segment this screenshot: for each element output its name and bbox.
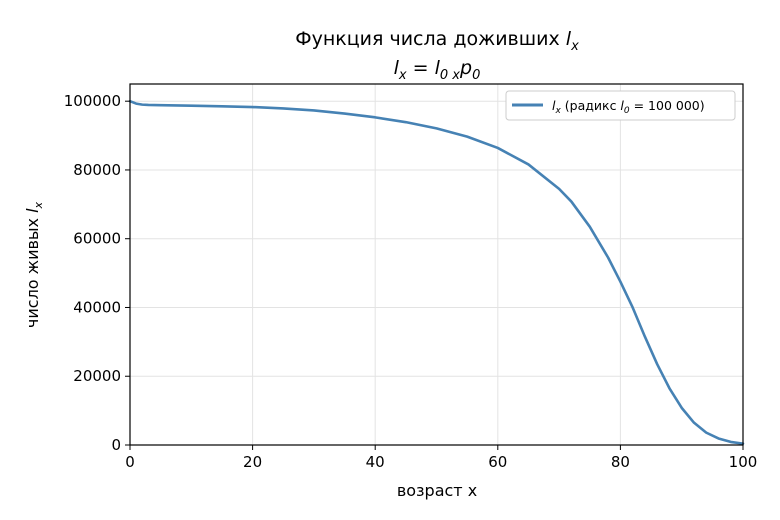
y-axis-label: число живых lx (23, 201, 45, 328)
subtitle-p-sub: 0 (472, 68, 480, 83)
subtitle-p: p (459, 57, 472, 79)
title-var-sub: x (570, 39, 579, 54)
axes-frame (129, 83, 744, 446)
legend-text: (радикс (561, 98, 621, 113)
chart-subtitle: lx = l0 xp0 (394, 57, 481, 83)
legend-l: l (620, 98, 624, 113)
plot-area: 0 20 40 60 80 100 0 20000 40000 60000 80000 100000 (64, 83, 758, 471)
y-tick-label: 20000 (73, 367, 121, 385)
y-axis-label-var: l (23, 208, 42, 213)
legend-box (505, 90, 736, 121)
title-main: Функция числа доживших (295, 28, 560, 50)
x-axis-label: возраст x (397, 481, 477, 500)
legend-l-sub: 0 (624, 106, 630, 116)
y-axis-label-var-sub: x (32, 201, 45, 209)
y-tick-label: 40000 (73, 298, 121, 316)
legend: lx (радикс l0 = 100 000) (505, 90, 736, 121)
legend-var-sub: x (554, 106, 561, 116)
y-tick-label: 100000 (64, 92, 121, 110)
x-tick-label: 40 (366, 453, 385, 471)
y-axis-label-text: число живых (23, 213, 42, 328)
x-tick-label: 60 (488, 453, 507, 471)
y-tick-label: 60000 (73, 230, 121, 248)
x-tick-label: 20 (243, 453, 262, 471)
legend-tail: = 100 000) (630, 98, 705, 113)
series-line (128, 99, 745, 445)
subtitle-lhs-sub: x (398, 68, 407, 83)
subtitle-lhs: l (394, 57, 400, 79)
y-tick-label: 80000 (73, 161, 121, 179)
legend-entry: lx (радикс l0 = 100 000) (552, 98, 705, 116)
title-var: l (566, 28, 572, 50)
legend-var: l (552, 98, 556, 113)
x-tick-label: 100 (729, 453, 758, 471)
x-tick-label: 80 (611, 453, 630, 471)
subtitle-l-sub: 0 x (440, 68, 460, 83)
x-tick-label: 0 (125, 453, 135, 471)
subtitle-eq: = (407, 57, 435, 79)
y-tick-label: 0 (111, 436, 121, 454)
chart-title: Функция числа доживших lx (295, 28, 579, 54)
subtitle-l: l (435, 57, 441, 79)
